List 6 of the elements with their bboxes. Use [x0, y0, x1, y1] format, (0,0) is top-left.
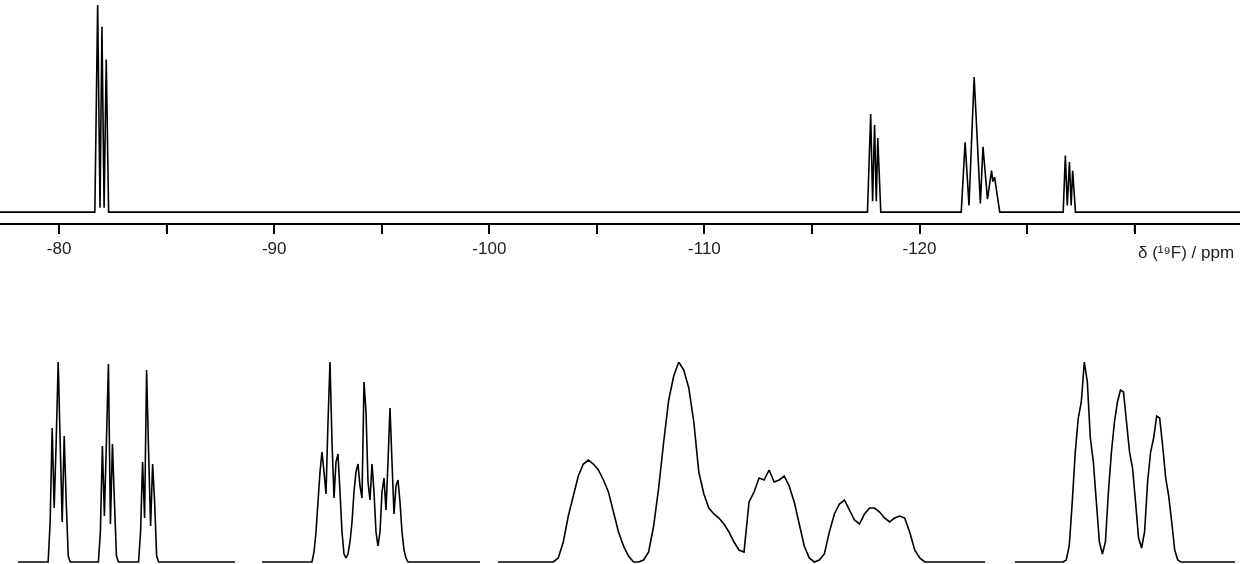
x-tick-label: -80: [46, 239, 72, 259]
x-tick-label: -100: [472, 239, 507, 259]
x-tick-label: -110: [688, 239, 721, 259]
x-tick-label: -90: [261, 239, 287, 259]
x-axis-title: δ (¹⁹F) / ppm: [1138, 243, 1235, 262]
x-tick-label: -120: [902, 239, 937, 259]
